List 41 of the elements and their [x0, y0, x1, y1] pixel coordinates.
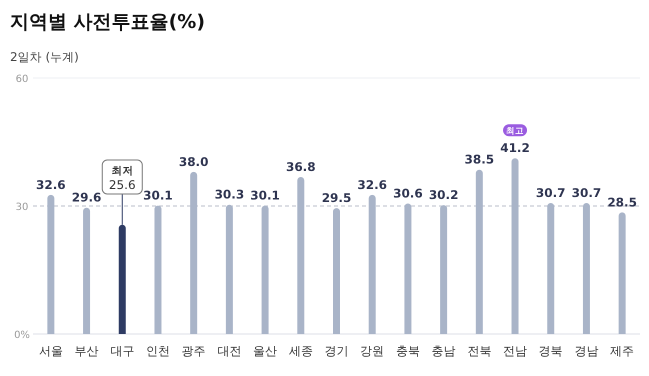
chart-subtitle: 2일차 (누계) [10, 50, 79, 64]
data-label: 38.5 [464, 152, 494, 167]
x-tick-label: 인천 [146, 344, 170, 358]
data-label: 36.8 [286, 160, 316, 174]
x-tick-label: 서울 [38, 344, 63, 358]
y-tick-label: 0% [14, 330, 30, 341]
data-label: 29.6 [72, 190, 102, 205]
x-tick-label: 경남 [574, 344, 598, 358]
x-tick-label: 충남 [432, 344, 456, 358]
data-label: 30.7 [536, 186, 566, 200]
data-label: 30.2 [428, 188, 458, 202]
data-label: 32.6 [357, 178, 388, 192]
x-tick-label: 강원 [360, 344, 384, 358]
data-label: 30.1 [250, 188, 280, 203]
x-tick-label: 충북 [396, 344, 420, 358]
data-label: 30.7 [572, 186, 602, 200]
annotation: 최고 [506, 126, 524, 137]
x-tick-label: 경북 [538, 344, 563, 358]
x-tick-label: 전북 [467, 344, 492, 358]
data-label: 38.0 [178, 154, 208, 169]
x-tick-label: 대전 [217, 344, 242, 358]
y-tick-label: 30 [16, 202, 28, 213]
data-label: 30.1 [143, 188, 173, 203]
chart-title: 지역별 사전투표율(%) [10, 11, 206, 33]
x-tick-label: 광주 [182, 344, 206, 358]
y-tick-label: 60 [16, 74, 28, 85]
data-label: 41.2 [500, 141, 530, 156]
x-tick-label: 대구 [110, 344, 134, 358]
data-label: 29.5 [322, 191, 352, 206]
x-tick-label: 울산 [253, 344, 278, 358]
data-label: 30.6 [393, 186, 423, 200]
x-tick-label: 제주 [610, 344, 634, 358]
x-tick-label: 부산 [74, 344, 99, 358]
data-label: 32.6 [36, 178, 66, 192]
x-tick-label: 세종 [288, 344, 313, 358]
data-label: 30.3 [214, 188, 244, 202]
annotation: 최저 [111, 165, 134, 177]
data-label: 28.5 [607, 195, 637, 210]
data-label: 25.6 [108, 178, 136, 192]
x-tick-label: 경기 [324, 344, 348, 358]
x-tick-label: 전남 [503, 344, 528, 358]
